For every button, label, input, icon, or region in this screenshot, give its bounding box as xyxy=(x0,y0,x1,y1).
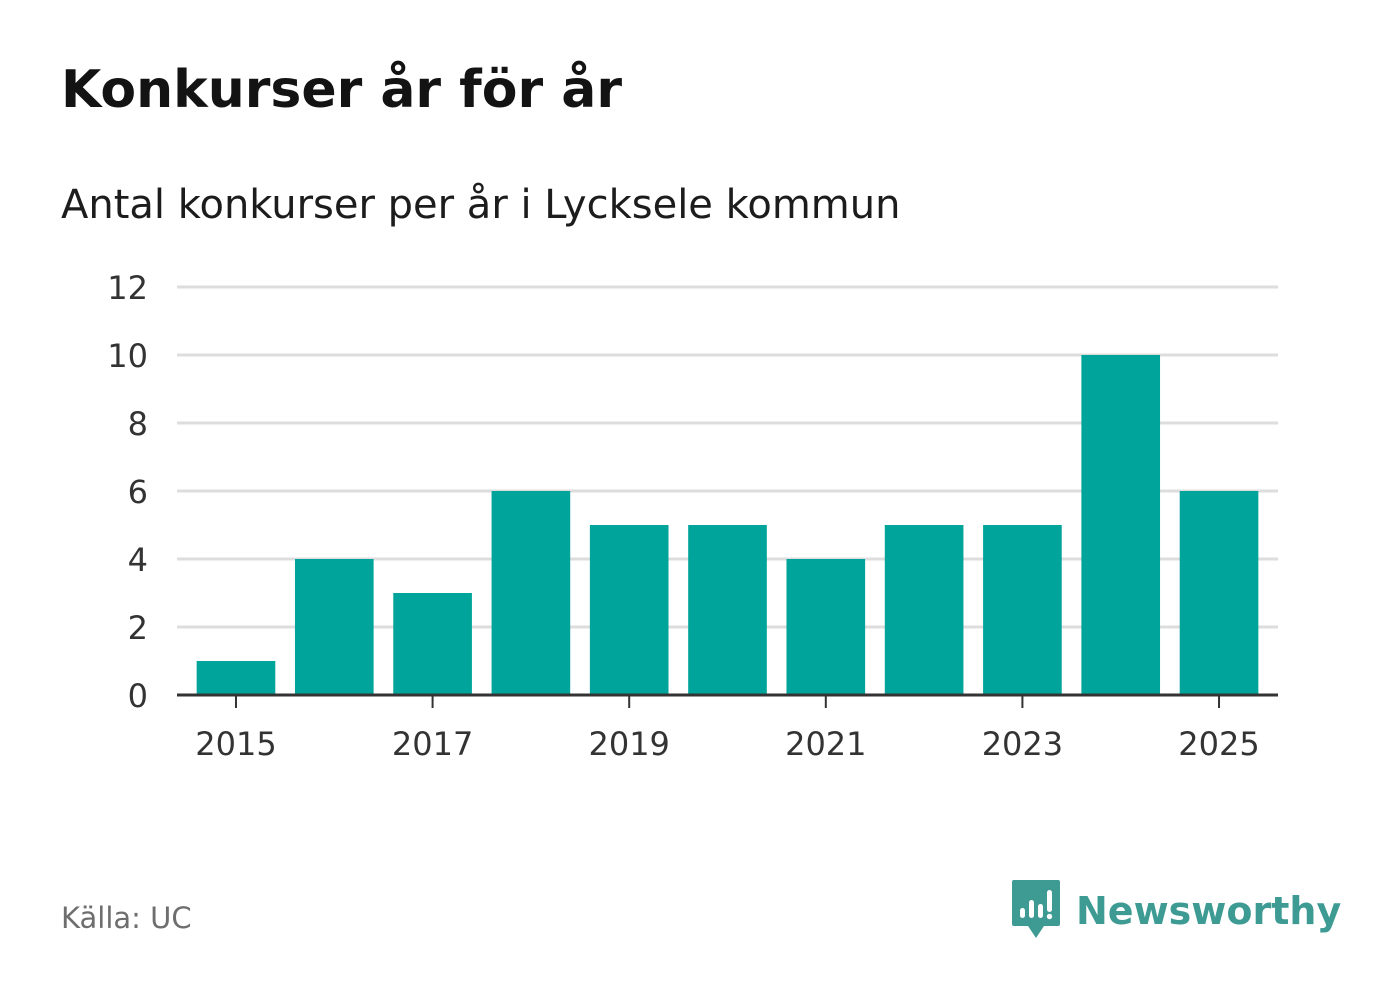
bar-2019 xyxy=(589,525,669,695)
chart-subtitle: Antal konkurser per år i Lycksele kommun xyxy=(61,182,901,228)
y-tick-label: 12 xyxy=(107,269,148,307)
x-axis-tick-labels: 2015 2017 2019 2021 2023 2025 xyxy=(195,725,1259,763)
y-axis-tick-labels: 0 2 4 6 8 10 12 xyxy=(107,269,148,715)
bar-2025 xyxy=(1179,491,1259,695)
y-tick-label: 4 xyxy=(128,541,148,579)
bar-2016 xyxy=(294,559,374,695)
y-tick-label: 6 xyxy=(128,473,148,511)
y-tick-label: 2 xyxy=(128,609,148,647)
bar-2021 xyxy=(786,559,866,695)
x-tick-label: 2015 xyxy=(195,725,276,763)
y-tick-label: 8 xyxy=(128,405,148,443)
bar-2024 xyxy=(1081,355,1161,695)
x-tick-label: 2021 xyxy=(785,725,866,763)
x-tick-label: 2019 xyxy=(588,725,669,763)
x-tick-label: 2017 xyxy=(392,725,473,763)
x-axis xyxy=(177,693,1278,708)
source-note: Källa: UC xyxy=(61,901,192,935)
brand-name: Newsworthy xyxy=(1076,889,1342,933)
y-tick-label: 0 xyxy=(128,677,148,715)
x-tick-label: 2023 xyxy=(982,725,1063,763)
bar-2022 xyxy=(884,525,964,695)
bar-chart: 0 2 4 6 8 10 12 2015 2017 2019 2021 2023 2025 xyxy=(107,269,1278,763)
bar-2020 xyxy=(688,525,767,695)
y-tick-label: 10 xyxy=(107,337,148,375)
x-tick-label: 2025 xyxy=(1178,725,1259,763)
bars xyxy=(196,355,1259,695)
brand-logo[interactable]: Newsworthy xyxy=(1010,878,1341,944)
bar-2023 xyxy=(983,525,1062,695)
bar-2015 xyxy=(196,661,276,695)
bar-2018 xyxy=(491,491,571,695)
bar-2017 xyxy=(393,593,472,695)
chart-title: Konkurser år för år xyxy=(61,60,623,120)
newsworthy-logo-icon xyxy=(1010,878,1062,944)
